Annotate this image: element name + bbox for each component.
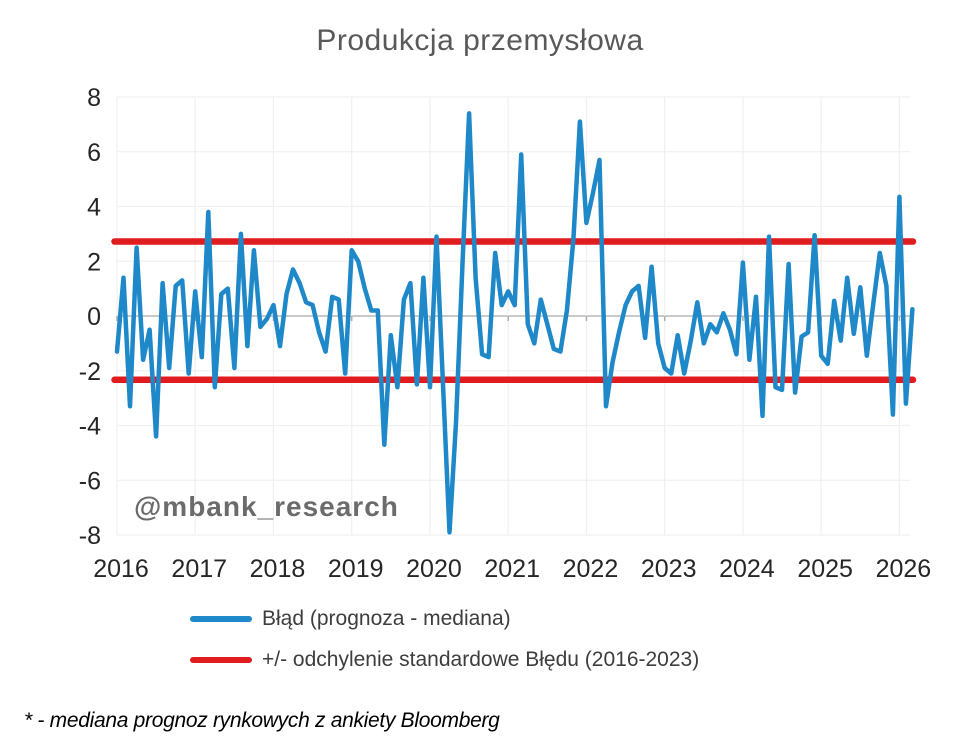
x-tick-label: 2025 <box>797 555 853 583</box>
legend-item-error: Błąd (prognoza - mediana) <box>190 607 699 631</box>
x-tick-label: 2018 <box>250 555 306 583</box>
error-line <box>114 111 915 535</box>
h-gridlines <box>117 96 910 536</box>
x-tick-label: 2016 <box>93 555 149 583</box>
y-tick-label: 8 <box>87 84 101 112</box>
y-tick-label: 6 <box>87 139 101 167</box>
watermark: @mbank_research <box>134 491 399 522</box>
legend-red-line-sample <box>190 657 252 663</box>
chart-footnote: * - mediana prognoz rynkowych z ankiety … <box>24 709 500 732</box>
y-tick-label: -2 <box>79 358 101 386</box>
std-deviation-lines <box>111 238 917 384</box>
legend-item-std: +/- odchylenie standardowe Błędu (2016-2… <box>190 648 699 672</box>
x-tick-label: 2026 <box>876 555 932 583</box>
legend-label-error: Błąd (prognoza - mediana) <box>262 607 511 630</box>
chart-legend: Błąd (prognoza - mediana) +/- odchylenie… <box>190 607 699 672</box>
y-tick-label: -4 <box>79 413 101 441</box>
x-tick-label: 2023 <box>641 555 697 583</box>
y-axis-labels: 8 6 4 2 0 -2 -4 -6 -8 <box>79 84 101 550</box>
error-line-series <box>114 111 915 535</box>
x-axis-labels: 2016 2017 2018 2019 2020 2021 2022 2023 2024 2025… <box>93 555 931 583</box>
x-tick-label: 2019 <box>328 555 384 583</box>
x-tick-label: 2021 <box>484 555 540 583</box>
x-tick-label: 2017 <box>171 555 227 583</box>
y-tick-label: -6 <box>79 467 101 495</box>
y-tick-label: 0 <box>87 303 101 331</box>
chart-title: Produkcja przemysłowa <box>316 24 644 57</box>
y-tick-label: -8 <box>79 522 101 550</box>
x-tick-label: 2020 <box>406 555 462 583</box>
x-tick-label: 2022 <box>563 555 619 583</box>
y-tick-label: 4 <box>87 194 101 222</box>
x-tick-label: 2024 <box>719 555 775 583</box>
legend-label-std: +/- odchylenie standardowe Błędu (2016-2… <box>262 648 700 671</box>
y-tick-label: 2 <box>87 248 101 276</box>
legend-blue-line-sample <box>190 616 252 622</box>
